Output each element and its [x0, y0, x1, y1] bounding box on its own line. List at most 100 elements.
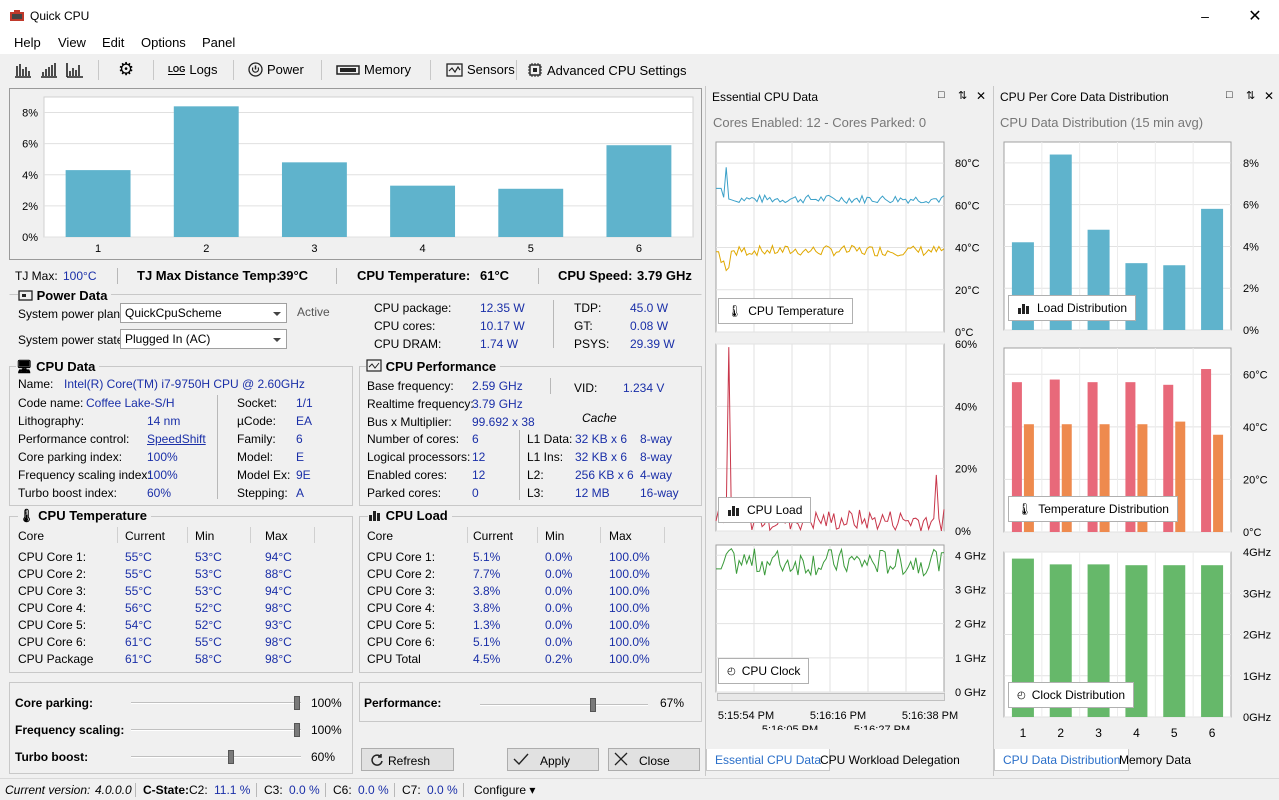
chart-view-1-button[interactable]	[14, 62, 32, 78]
base-freq-label: Base frequency:	[367, 379, 454, 393]
cache-size: 32 KB x 6	[575, 450, 628, 464]
temp-table-cell: 55°C	[125, 550, 152, 564]
y-tick-label: 3 GHz	[955, 584, 986, 596]
logs-button[interactable]: LOG Logs	[168, 62, 218, 77]
perf-label: Logical processors:	[367, 450, 471, 464]
cpu-data-label: Frequency scaling index:	[18, 468, 151, 482]
close-button[interactable]: Close	[608, 748, 700, 771]
perf-value: 0	[472, 486, 479, 500]
y-tick-label: 0%	[22, 232, 38, 244]
essential-timeline-charts: 80°C 60°C 40°C 20°C 0°C60% 40% 20% 0% 4 GHz 3 GHz…	[715, 141, 986, 730]
cpu-data-value: EA	[296, 414, 313, 428]
close-pane-icon[interactable]: ✕	[1264, 89, 1275, 103]
freq-scaling-track[interactable]	[131, 729, 301, 731]
load-table-column-header: Core	[367, 529, 394, 543]
thermometer-icon: 🌡	[1017, 502, 1033, 516]
refresh-button[interactable]: Refresh	[361, 748, 454, 771]
cpu-data-value: 6	[296, 432, 303, 446]
x-tick-label: 4	[1133, 726, 1140, 740]
top-load-chart-panel: 0% 2% 4% 6% 8% 1 2 3 4 5 6	[9, 88, 702, 260]
cpu-data-label: Turbo boost index:	[18, 486, 117, 500]
load-table-column-header: Current	[473, 529, 514, 543]
configure-dropdown[interactable]: Configure ▾	[474, 783, 536, 797]
load-distribution-legend: Load Distribution	[1008, 295, 1137, 321]
cpu-data-value: 14 nm	[147, 414, 181, 428]
power-state-select[interactable]: Plugged In (AC)	[120, 329, 287, 349]
chart-view-3-button[interactable]	[66, 62, 84, 78]
clock-distribution-bar	[1125, 565, 1148, 717]
close-window-button[interactable]: ✕	[1248, 8, 1262, 25]
turbo-boost-thumb[interactable]	[227, 750, 234, 764]
temp-table-row-label: CPU Core 3:	[18, 584, 87, 598]
y-tick-label: 1 GHz	[955, 653, 986, 665]
c3-value: 0.0 %	[289, 783, 320, 797]
pin-icon[interactable]: ⇅	[958, 90, 968, 102]
bar-chart-icon	[728, 506, 739, 516]
temperature-distribution-bar	[1125, 382, 1136, 532]
core-parking-track[interactable]	[131, 702, 301, 704]
x-tick-label: 2	[1057, 726, 1064, 740]
temp-table-row-label: CPU Core 1:	[18, 550, 87, 564]
x-tick-label: 5:16:38 PM	[902, 710, 958, 722]
memory-button[interactable]: Memory	[336, 62, 411, 77]
cpu-speed-label: CPU Speed:	[558, 268, 633, 283]
performance-control-link[interactable]: SpeedShift	[147, 432, 206, 446]
tab-essential-cpu-data[interactable]: Essential CPU Data	[706, 749, 831, 771]
menu-edit[interactable]: Edit	[102, 35, 125, 50]
menu-help[interactable]: Help	[14, 35, 41, 50]
y-tick-label: 40%	[955, 401, 977, 413]
version-label: Current version:	[5, 783, 91, 797]
x-tick-label: 6	[636, 243, 642, 255]
load-table-cell: 100.0%	[609, 635, 650, 649]
cpu-data-label: Stepping:	[237, 486, 288, 500]
temp-table-row-label: CPU Core 2:	[18, 567, 87, 581]
title-bar: Quick CPU – ✕	[0, 0, 1279, 32]
temp-table-cell: 61°C	[125, 635, 152, 649]
cache-label: L1 Ins:	[527, 450, 564, 464]
core-load-bar	[390, 185, 456, 237]
close-pane-icon[interactable]: ✕	[976, 89, 987, 103]
performance-thumb[interactable]	[589, 698, 596, 712]
tab-cpu-workload-delegation[interactable]: CPU Workload Delegation	[820, 753, 960, 767]
pin-icon[interactable]: ⇅	[1246, 90, 1256, 102]
menu-options[interactable]: Options	[141, 35, 186, 50]
temp-table-cell: 55°C	[125, 567, 152, 581]
menu-view[interactable]: View	[58, 35, 86, 50]
load-distribution-bar	[1163, 265, 1186, 330]
bar-chart-icon	[41, 63, 57, 78]
temp-table-cell: 55°C	[195, 635, 222, 649]
turbo-boost-value: 60%	[311, 750, 336, 764]
maximize-pane-icon[interactable]: □	[1226, 89, 1233, 101]
apply-button[interactable]: Apply	[507, 748, 599, 771]
power-plan-select[interactable]: QuickCpuScheme	[120, 303, 287, 323]
cpu-temperature-panel	[9, 516, 353, 673]
menu-panel[interactable]: Panel	[202, 35, 236, 50]
temperature-distribution-bar	[1163, 384, 1174, 532]
advanced-cpu-settings-button[interactable]: Advanced CPU Settings	[527, 62, 686, 78]
power-button[interactable]: Power	[248, 62, 304, 77]
turbo-boost-track[interactable]	[131, 756, 301, 758]
power-state-label: System power state:	[18, 333, 127, 347]
minimize-button[interactable]: –	[1201, 8, 1209, 24]
timeline-scrollbar[interactable]	[717, 693, 945, 701]
performance-track[interactable]	[480, 704, 648, 706]
core-parking-thumb[interactable]	[294, 696, 300, 710]
checkmark-icon	[513, 753, 529, 766]
tab-cpu-data-distribution[interactable]: CPU Data Distribution	[994, 749, 1130, 771]
x-tick-label: 4	[420, 243, 426, 255]
tab-memory-data[interactable]: Memory Data	[1119, 753, 1192, 767]
sensors-button[interactable]: Sensors	[446, 62, 515, 77]
freq-scaling-thumb[interactable]	[294, 723, 300, 737]
cpu-name-value: Intel(R) Core(TM) i7-9750H CPU @ 2.60GHz	[64, 377, 305, 391]
cpu-data-value: 1/1	[296, 396, 313, 410]
cache-assoc: 16-way	[640, 486, 679, 500]
settings-button[interactable]: ⚙	[118, 60, 134, 78]
maximize-pane-icon[interactable]: □	[938, 89, 945, 101]
y-tick-label: 40°C	[1243, 422, 1268, 434]
cpu-chip-icon	[528, 63, 542, 77]
cache-label: L3:	[527, 486, 544, 500]
temp-table-cell: 58°C	[195, 652, 222, 666]
chart-view-2-button[interactable]	[40, 62, 58, 78]
y-tick-label: 0°C	[955, 327, 974, 339]
core-parking-value: 100%	[311, 696, 342, 710]
